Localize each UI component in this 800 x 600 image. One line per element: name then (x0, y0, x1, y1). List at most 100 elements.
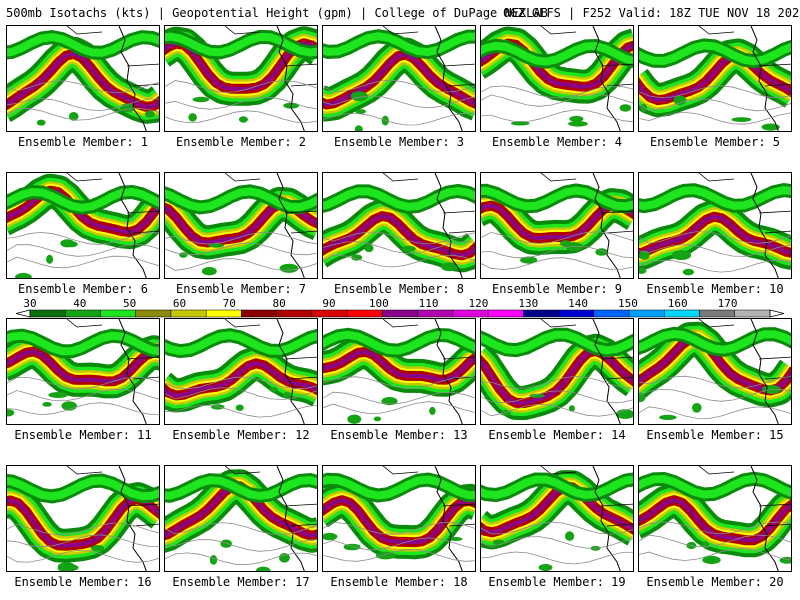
ensemble-member-label: Ensemble Member: 9 (491, 282, 623, 296)
isotach-patch (323, 532, 338, 541)
height-contour (7, 243, 159, 257)
height-contour (323, 549, 475, 562)
ensemble-member-label: Ensemble Member: 20 (646, 575, 784, 589)
height-contour (639, 231, 791, 244)
ensemble-member-map (164, 172, 318, 279)
secondary-jet-band (481, 186, 633, 211)
scale-tick-label: 100 (368, 297, 389, 310)
jet-band (323, 52, 475, 107)
isotach-patch (347, 414, 362, 424)
ensemble-member-map (480, 172, 634, 279)
isotach-patch (279, 263, 299, 273)
ensemble-member-label: Ensemble Member: 19 (488, 575, 626, 589)
height-contour (165, 242, 317, 256)
scale-swatch (487, 309, 524, 318)
coastline (118, 466, 147, 571)
jet-band (481, 485, 633, 535)
political-border (224, 173, 317, 234)
jet-band (639, 498, 791, 543)
height-contour (165, 522, 317, 535)
height-contour (165, 97, 317, 110)
secondary-jet-band (7, 33, 159, 57)
isotach-patch (57, 565, 77, 571)
isotach-patch (350, 91, 368, 102)
scale-swatch (100, 309, 136, 318)
ensemble-member-map (164, 465, 318, 572)
scale-swatch (276, 309, 313, 318)
ensemble-member-label: Ensemble Member: 12 (172, 428, 310, 442)
isotach-patch (449, 537, 463, 541)
scale-tick-label: 120 (468, 297, 489, 310)
ensemble-member-map (6, 318, 160, 425)
isotach-field (165, 173, 317, 278)
height-contour (481, 375, 633, 389)
ensemble-member-map (480, 465, 634, 572)
isotach-patch (46, 254, 54, 264)
secondary-jet-band (639, 41, 791, 66)
scale-swatch (452, 309, 489, 318)
scale-tick-label: 60 (172, 297, 187, 310)
height-contour (481, 231, 633, 245)
height-contour (7, 255, 159, 269)
isotach-patch (520, 256, 538, 264)
ensemble-member-map (322, 25, 476, 132)
isotach-field (639, 466, 791, 571)
height-contour (323, 521, 475, 535)
political-border (224, 319, 317, 380)
scale-tick-label: 30 (23, 297, 37, 310)
isotach-patch (639, 267, 647, 274)
isotach-field (7, 173, 159, 278)
isotach-field (639, 173, 791, 278)
ensemble-member-label: Ensemble Member: 13 (330, 428, 468, 442)
height-contour (481, 245, 633, 259)
secondary-jet-band (323, 186, 475, 211)
ensemble-member-label: Ensemble Member: 4 (491, 135, 623, 149)
isotach-field (165, 466, 317, 571)
scale-swatch (417, 309, 454, 318)
isotach-patch (568, 405, 575, 412)
height-contour (639, 111, 791, 125)
secondary-jet-band (165, 331, 317, 356)
isotach-field (7, 319, 159, 424)
isotach-patch (529, 393, 545, 398)
isotach-patch (639, 392, 646, 403)
isotach-field (481, 26, 633, 131)
ensemble-member-label: Ensemble Member: 5 (649, 135, 781, 149)
scale-swatch (523, 309, 559, 318)
isotach-patch (208, 243, 224, 248)
scale-swatch (734, 309, 771, 318)
coastline (118, 319, 147, 424)
isotach-patch (48, 392, 68, 398)
political-border (540, 173, 633, 234)
political-border (66, 26, 159, 87)
political-border (224, 26, 317, 87)
height-contour (165, 387, 317, 400)
political-border (66, 319, 159, 380)
isotach-field (165, 26, 317, 131)
isotach-patch (429, 406, 436, 415)
isotach-patch (220, 539, 232, 548)
isotach-field (639, 319, 791, 424)
scale-swatch (64, 309, 101, 318)
coastline (276, 466, 305, 571)
scale-swatch (699, 309, 736, 318)
height-contour (7, 98, 159, 112)
height-contour (323, 79, 475, 93)
ensemble-member-map (638, 465, 792, 572)
height-contour (639, 98, 791, 112)
height-contour (481, 85, 633, 99)
ensemble-member-map (322, 465, 476, 572)
height-contour (165, 376, 317, 390)
isotach-patch (7, 409, 15, 417)
isotach-patch (373, 416, 382, 422)
height-contour (323, 391, 475, 405)
ensemble-member-map (322, 172, 476, 279)
isotach-field (481, 466, 633, 571)
scale-swatch (135, 309, 172, 318)
isotach-patch (639, 250, 650, 260)
height-contour (639, 521, 791, 535)
ensemble-member-map (6, 172, 160, 279)
isotach-patch (235, 404, 244, 411)
height-contour (323, 112, 475, 126)
isotach-patch (510, 121, 530, 126)
